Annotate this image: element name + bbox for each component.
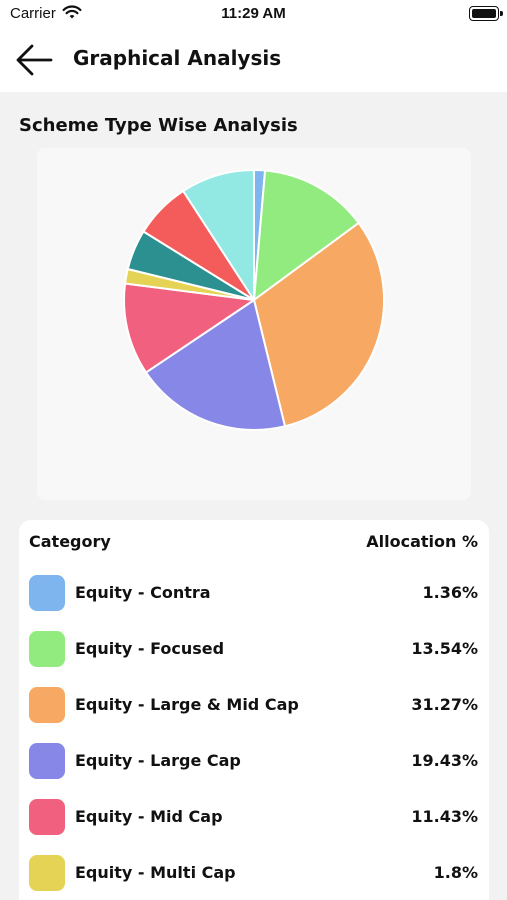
color-swatch <box>29 743 65 779</box>
carrier-label: Carrier <box>10 5 56 22</box>
allocation-value: 1.8% <box>433 863 478 882</box>
category-header: Category <box>29 532 111 551</box>
table-row: Equity - Contra 1.36% <box>19 573 489 613</box>
allocation-value: 19.43% <box>411 751 478 770</box>
table-row: Equity - Large Cap 19.43% <box>19 741 489 781</box>
pie-chart <box>123 169 385 431</box>
pie-slice-2[interactable] <box>253 221 385 428</box>
allocation-value: 31.27% <box>411 695 478 714</box>
page-title: Graphical Analysis <box>73 46 282 70</box>
allocation-value: 13.54% <box>411 639 478 658</box>
category-label: Equity - Focused <box>75 639 225 658</box>
category-label: Equity - Contra <box>75 583 211 602</box>
allocation-header: Allocation % <box>366 532 478 551</box>
table-row: Equity - Mid Cap 11.43% <box>19 797 489 837</box>
arrow-left-icon <box>16 44 53 76</box>
color-swatch <box>29 799 65 835</box>
navigation-bar: Graphical Analysis <box>0 30 507 92</box>
table-row: Equity - Large & Mid Cap 31.27% <box>19 685 489 725</box>
pie-slice-8[interactable] <box>182 169 255 301</box>
color-swatch <box>29 631 65 667</box>
allocation-table: Category Allocation % Equity - Contra 1.3… <box>19 520 489 900</box>
category-label: Equity - Large & Mid Cap <box>75 695 299 714</box>
pie-slice-1[interactable] <box>253 169 360 301</box>
category-label: Equity - Mid Cap <box>75 807 223 826</box>
color-swatch <box>29 687 65 723</box>
color-swatch <box>29 575 65 611</box>
back-button[interactable] <box>14 42 54 78</box>
category-label: Equity - Multi Cap <box>75 863 236 882</box>
allocation-value: 11.43% <box>411 807 478 826</box>
pie-slice-3[interactable] <box>145 299 286 431</box>
wifi-icon <box>62 5 82 19</box>
table-row: Equity - Focused 13.54% <box>19 629 489 669</box>
table-row: Equity - Multi Cap 1.8% <box>19 853 489 893</box>
color-swatch <box>29 855 65 891</box>
allocation-value: 1.36% <box>422 583 478 602</box>
pie-chart-card <box>37 148 471 500</box>
battery-icon <box>469 6 503 21</box>
pie-slice-4[interactable] <box>123 282 255 374</box>
clock: 11:29 AM <box>221 5 286 22</box>
category-label: Equity - Large Cap <box>75 751 241 770</box>
status-bar: Carrier 11:29 AM <box>0 0 507 30</box>
section-title: Scheme Type Wise Analysis <box>19 115 298 136</box>
